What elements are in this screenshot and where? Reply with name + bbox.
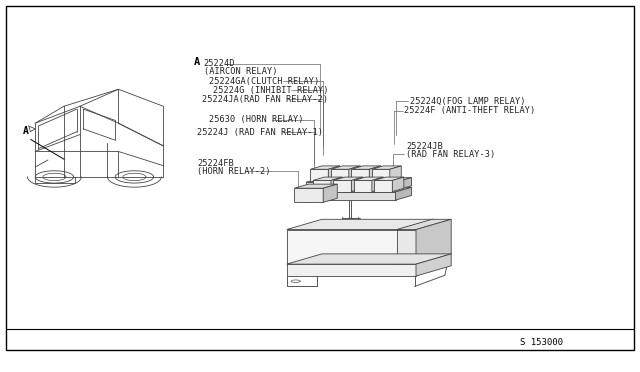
Polygon shape <box>333 177 363 180</box>
Polygon shape <box>354 180 372 192</box>
Text: 25224F (ANTI-THEFT RELAY): 25224F (ANTI-THEFT RELAY) <box>404 106 536 115</box>
Polygon shape <box>310 169 328 181</box>
Polygon shape <box>313 177 342 180</box>
Text: (HORN RELAY-2): (HORN RELAY-2) <box>197 167 271 176</box>
Polygon shape <box>310 166 340 169</box>
Polygon shape <box>294 184 337 188</box>
Text: 25224Q(FOG LAMP RELAY): 25224Q(FOG LAMP RELAY) <box>410 97 525 106</box>
Polygon shape <box>416 254 451 276</box>
Text: A: A <box>194 57 200 67</box>
Polygon shape <box>287 230 399 265</box>
Polygon shape <box>306 182 396 190</box>
Polygon shape <box>397 219 451 230</box>
Text: 25224GA(CLUTCH RELAY): 25224GA(CLUTCH RELAY) <box>209 77 319 86</box>
Polygon shape <box>369 166 381 181</box>
Polygon shape <box>328 166 340 181</box>
Polygon shape <box>372 177 383 192</box>
Text: (RAD FAN RELAY-3): (RAD FAN RELAY-3) <box>406 150 495 159</box>
Polygon shape <box>351 166 381 169</box>
Text: A: A <box>22 126 28 136</box>
Polygon shape <box>416 219 451 265</box>
Text: 25224FB: 25224FB <box>197 159 234 168</box>
Polygon shape <box>372 169 390 181</box>
Polygon shape <box>313 180 331 192</box>
Polygon shape <box>331 177 342 192</box>
Polygon shape <box>351 177 363 192</box>
Polygon shape <box>372 166 401 169</box>
Text: 25224J (RAD FAN RELAY-1): 25224J (RAD FAN RELAY-1) <box>197 128 323 137</box>
Polygon shape <box>287 219 434 230</box>
Polygon shape <box>397 230 416 265</box>
Text: 25224D: 25224D <box>204 60 235 68</box>
Text: S 153000: S 153000 <box>520 339 563 347</box>
Polygon shape <box>396 178 412 190</box>
Polygon shape <box>331 166 360 169</box>
Polygon shape <box>390 166 401 181</box>
Polygon shape <box>392 177 404 192</box>
Text: 25224G (INHIBIT RELAY): 25224G (INHIBIT RELAY) <box>213 86 328 94</box>
Polygon shape <box>287 254 451 264</box>
Text: 25224JA(RAD FAN RELAY-2): 25224JA(RAD FAN RELAY-2) <box>202 95 328 104</box>
Polygon shape <box>396 187 412 200</box>
Text: 25630 (HORN RELAY): 25630 (HORN RELAY) <box>209 115 303 124</box>
Polygon shape <box>323 184 337 202</box>
Polygon shape <box>331 169 349 181</box>
Polygon shape <box>354 177 383 180</box>
Polygon shape <box>333 180 351 192</box>
Polygon shape <box>287 264 416 276</box>
Polygon shape <box>306 192 396 200</box>
Polygon shape <box>374 180 392 192</box>
Polygon shape <box>306 178 412 182</box>
Polygon shape <box>294 188 323 202</box>
Polygon shape <box>374 177 404 180</box>
Polygon shape <box>351 169 369 181</box>
Text: (AIRCON RELAY): (AIRCON RELAY) <box>204 67 277 76</box>
Polygon shape <box>306 187 412 192</box>
Polygon shape <box>349 166 360 181</box>
Polygon shape <box>399 219 434 265</box>
Text: 25224JB: 25224JB <box>406 142 443 151</box>
